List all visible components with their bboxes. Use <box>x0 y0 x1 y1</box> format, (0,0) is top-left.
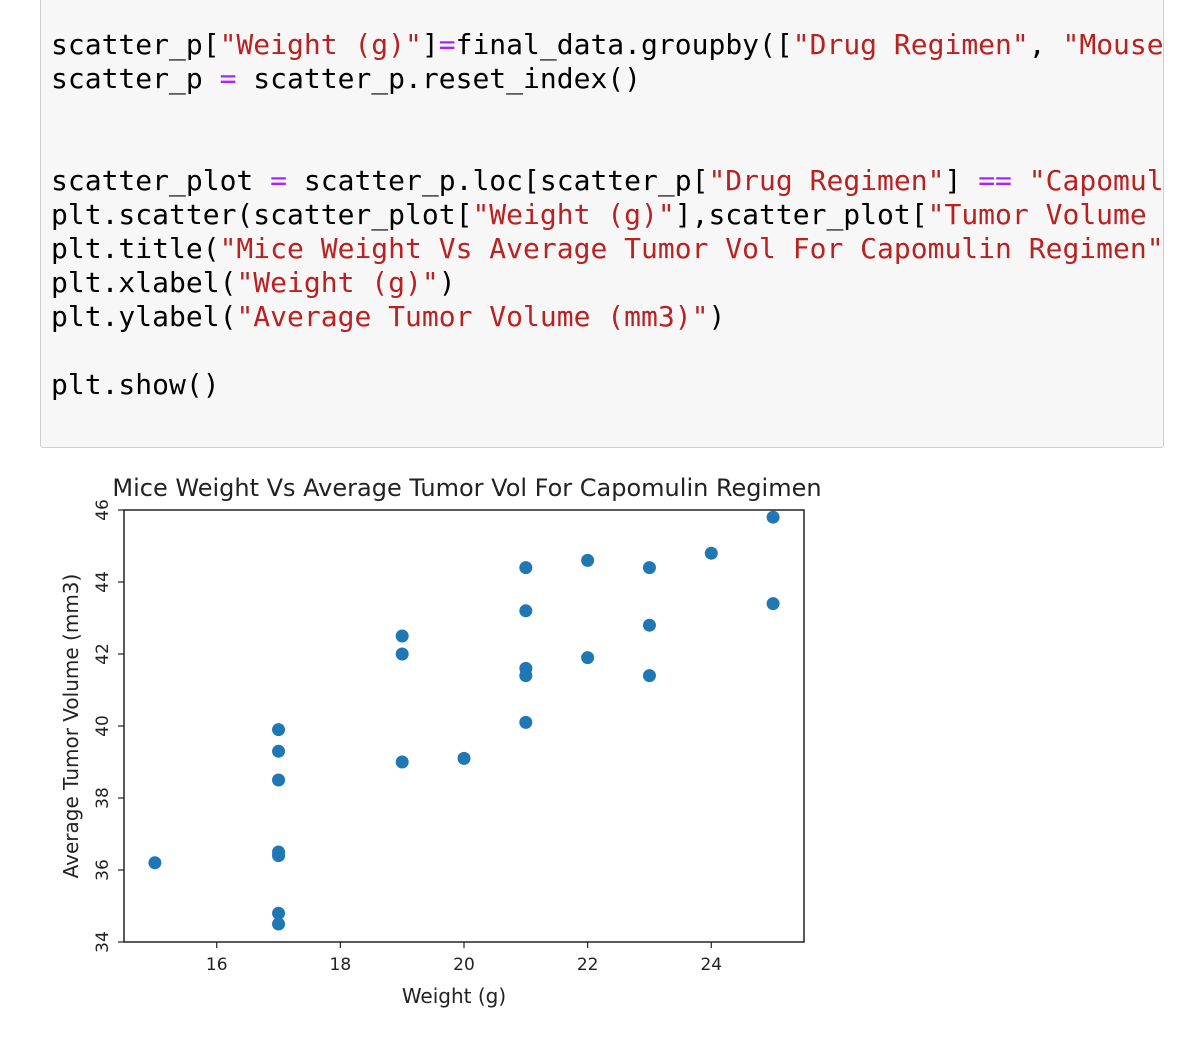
cell-output-area: Mice Weight Vs Average Tumor Vol For Cap… <box>40 460 860 1020</box>
scatter-point <box>395 647 409 661</box>
scatter-point <box>272 744 286 758</box>
scatter-point <box>642 669 656 683</box>
code-token: ) <box>708 300 726 333</box>
x-tick-label: 18 <box>330 955 352 975</box>
y-tick-label: 36 <box>93 859 113 881</box>
scatter-chart: Mice Weight Vs Average Tumor Vol For Cap… <box>59 474 822 1008</box>
scatter-point <box>457 751 471 765</box>
code-line: plt.scatter(scatter_plot["Weight (g)"],s… <box>51 198 1163 232</box>
code-token: = <box>438 28 456 61</box>
code-token: "Weight (g)" <box>219 28 422 61</box>
code-line: scatter_plot = scatter_p.loc[scatter_p["… <box>51 164 1164 198</box>
code-line: plt.xlabel("Weight (g)") <box>51 266 1163 300</box>
scatter-point <box>395 755 409 769</box>
code-token: "Mouse <box>1062 28 1164 61</box>
code-line: scatter_p = scatter_p.reset_index() <box>51 62 1163 96</box>
code-token: "Drug Regimen" <box>792 28 1029 61</box>
code-editor[interactable]: scatter_p["Weight (g)"]=final_data.group… <box>51 28 1164 402</box>
scatter-point <box>581 651 595 665</box>
code-token: "Drug Regimen" <box>708 164 945 197</box>
code-token: final_data.groupby([ <box>455 28 793 61</box>
y-tick-label: 34 <box>93 931 113 953</box>
code-line <box>51 96 1163 130</box>
scatter-point <box>272 723 286 737</box>
code-token: plt.scatter(scatter_plot[ <box>51 198 473 231</box>
scatter-point <box>766 597 780 611</box>
code-line <box>51 334 1163 368</box>
y-axis-label: Average Tumor Volume (mm3) <box>59 574 83 879</box>
code-token: = <box>219 62 237 95</box>
chart-title: Mice Weight Vs Average Tumor Vol For Cap… <box>112 474 821 502</box>
scatter-point <box>519 561 533 575</box>
code-cell-input[interactable]: scatter_p["Weight (g)"]=final_data.group… <box>40 0 1164 448</box>
code-token <box>1012 164 1029 197</box>
scatter-point <box>519 604 533 618</box>
code-token: plt.title( <box>51 232 220 265</box>
code-token: "Weight (g)" <box>236 266 439 299</box>
code-token: "Average Tumor Volume (mm3)" <box>236 300 709 333</box>
scatter-point <box>272 917 286 931</box>
code-line: plt.ylabel("Average Tumor Volume (mm3)") <box>51 300 1163 334</box>
code-token: scatter_p.loc[scatter_p[ <box>287 164 709 197</box>
code-line: scatter_p["Weight (g)"]=final_data.group… <box>51 28 1164 62</box>
y-tick-label: 42 <box>93 643 113 665</box>
code-token: = <box>270 164 288 197</box>
code-token: ] <box>421 28 439 61</box>
y-tick-label: 40 <box>93 715 113 737</box>
y-tick-label: 38 <box>93 787 113 809</box>
scatter-point <box>395 629 409 643</box>
code-token: plt.ylabel( <box>51 300 237 333</box>
code-token: "Weight (g)" <box>472 198 675 231</box>
code-token: scatter_plot <box>51 164 271 197</box>
code-token: , <box>1028 28 1063 61</box>
scatter-point <box>766 510 780 524</box>
x-axis-label: Weight (g) <box>402 984 506 1008</box>
scatter-point <box>581 553 595 567</box>
code-token: == <box>978 164 1012 197</box>
plot-area-frame <box>123 509 805 943</box>
scatter-point <box>642 561 656 575</box>
scatter-point <box>519 715 533 729</box>
code-token: scatter_p <box>51 62 220 95</box>
x-axis-ticks: 16 18 20 22 24 <box>206 942 722 975</box>
code-line: plt.title("Mice Weight Vs Average Tumor … <box>51 232 1164 266</box>
y-axis-ticks: 34 36 38 40 42 44 46 <box>93 499 124 953</box>
scatter-point <box>148 856 162 870</box>
x-tick-label: 24 <box>700 955 722 975</box>
code-line <box>51 130 1163 164</box>
code-token: "Tumor Volume <box>927 198 1147 231</box>
y-tick-label: 44 <box>93 571 113 593</box>
code-token: plt.show() <box>51 368 220 401</box>
code-token: plt.xlabel( <box>51 266 237 299</box>
scatter-point <box>642 618 656 632</box>
code-line: plt.show() <box>51 368 1163 402</box>
y-tick-label: 46 <box>93 499 113 521</box>
code-token: "Capomul <box>1028 164 1164 197</box>
scatter-points <box>148 510 780 931</box>
scatter-point <box>272 773 286 787</box>
scatter-point <box>272 845 286 859</box>
scatter-point <box>519 661 533 675</box>
x-tick-label: 22 <box>577 955 599 975</box>
x-tick-label: 16 <box>206 955 228 975</box>
code-token: ] <box>944 164 979 197</box>
code-token: ],scatter_plot[ <box>674 198 928 231</box>
code-token: "Mice Weight Vs Average Tumor Vol For Ca… <box>219 232 1164 265</box>
scatter-point <box>704 546 718 560</box>
code-token: scatter_p.reset_index() <box>236 62 642 95</box>
code-token: ) <box>438 266 456 299</box>
code-token: scatter_p[ <box>51 28 220 61</box>
scatter-point <box>272 906 286 920</box>
x-tick-label: 20 <box>453 955 475 975</box>
